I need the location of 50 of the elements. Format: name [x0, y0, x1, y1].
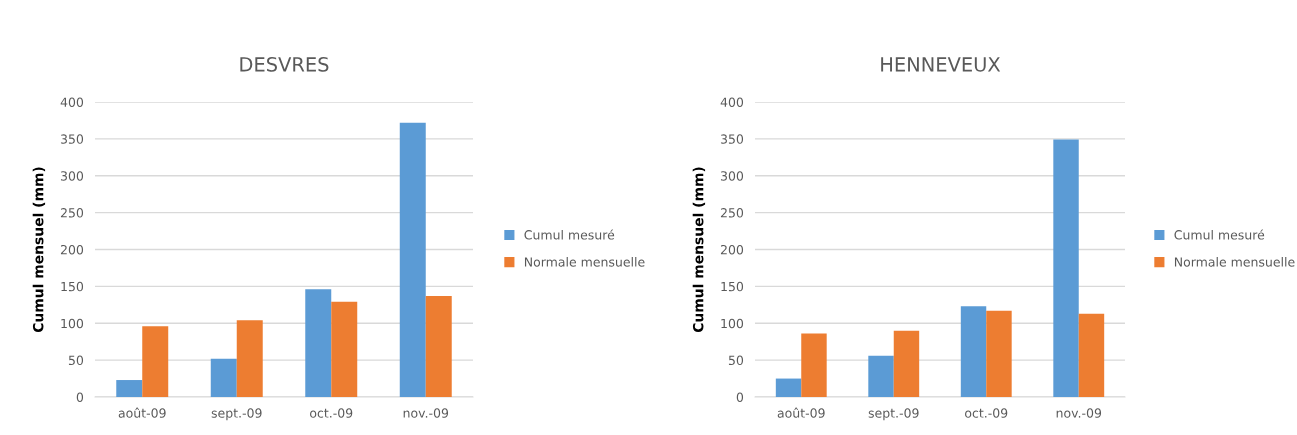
legend-label: Normale mensuelle — [1174, 257, 1295, 267]
y-axis-title: Cumul mensuel (mm) — [692, 167, 706, 333]
x-tick-label: oct.-09 — [310, 408, 353, 418]
bar — [893, 330, 920, 397]
bar — [210, 358, 237, 397]
x-tick-label: oct.-09 — [965, 408, 1008, 418]
y-tick-label: 150 — [61, 281, 84, 292]
y-tick-label: 50 — [68, 355, 84, 366]
y-tick-label: 250 — [60, 208, 84, 218]
bar — [960, 306, 987, 397]
bar — [986, 310, 1012, 397]
bar — [331, 301, 358, 397]
y-tick-label: 200 — [60, 244, 84, 255]
y-tick-label: 350 — [60, 134, 84, 144]
y-tick-label: 350 — [720, 134, 744, 144]
x-tick-label: sept.-09 — [211, 408, 262, 421]
y-tick-label: 250 — [720, 208, 744, 218]
bar — [399, 122, 426, 397]
x-tick-label: nov.-09 — [1056, 408, 1102, 418]
y-tick-label: 200 — [720, 244, 744, 255]
bar — [116, 380, 143, 397]
bar — [236, 320, 263, 397]
y-tick-label: 300 — [60, 171, 84, 181]
bar — [1053, 139, 1079, 397]
bar — [868, 355, 894, 397]
y-tick-label: 400 — [60, 97, 84, 107]
y-tick-label: 100 — [61, 318, 84, 329]
legend-label: Cumul mesuré — [1174, 229, 1265, 240]
chart-title: HENNEVEUX — [881, 57, 1001, 72]
y-tick-label: 0 — [736, 392, 744, 402]
bar — [305, 289, 332, 397]
y-tick-label: 100 — [721, 318, 744, 329]
legend-label: Cumul mesuré — [524, 229, 615, 240]
y-tick-label: 400 — [720, 97, 744, 107]
x-tick-label: sept.-09 — [868, 408, 919, 421]
chart-title: DESVRES — [240, 57, 329, 72]
x-tick-label: août-09 — [118, 407, 166, 418]
y-axis-title: Cumul mensuel (mm) — [32, 167, 46, 333]
y-tick-label: 50 — [728, 355, 744, 366]
bar — [142, 326, 169, 397]
bar — [801, 333, 827, 397]
x-tick-label: nov.-09 — [403, 408, 449, 418]
legend-label: Normale mensuelle — [524, 257, 645, 267]
y-tick-label: 150 — [721, 281, 744, 292]
x-tick-label: août-09 — [777, 407, 825, 418]
bar — [425, 295, 452, 397]
bar — [775, 378, 802, 397]
bar — [1078, 313, 1105, 397]
y-tick-label: 300 — [720, 171, 744, 181]
y-tick-label: 0 — [76, 392, 84, 402]
